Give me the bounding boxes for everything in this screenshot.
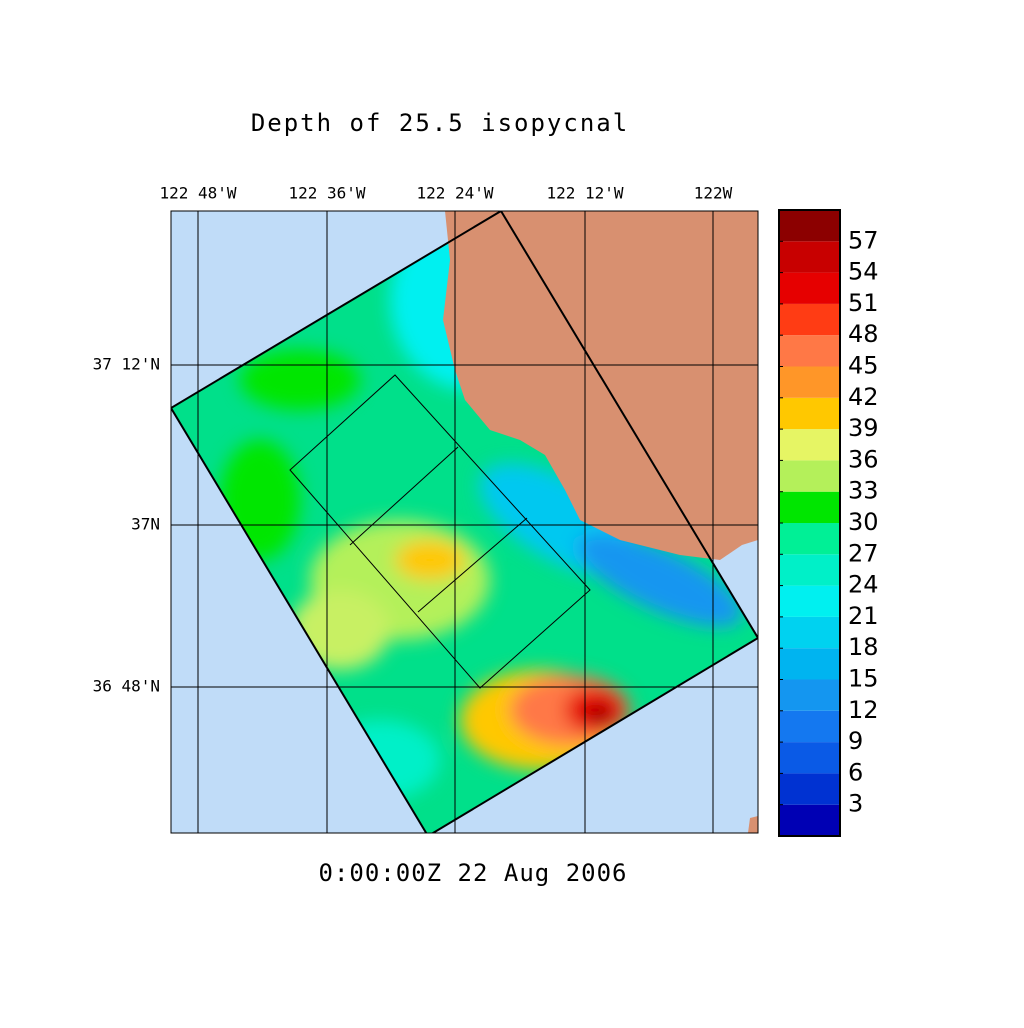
colorbar-label: 15	[848, 665, 879, 693]
colorbar-label: 27	[848, 539, 879, 567]
model-domain	[171, 211, 758, 833]
colorbar-label: 21	[848, 602, 879, 630]
colorbar-swatch	[779, 523, 840, 555]
colorbar-swatch	[779, 804, 840, 836]
colorbar-swatch	[779, 460, 840, 492]
colorbar-swatch	[779, 616, 840, 649]
colorbar-label: 36	[848, 445, 879, 473]
colorbar-swatch	[779, 272, 840, 304]
lon-label: 122 12'W	[546, 184, 623, 203]
colorbar-swatch	[779, 241, 840, 273]
colorbar-swatch	[779, 303, 840, 336]
colorbar-label: 24	[848, 571, 879, 599]
colorbar-swatch	[779, 210, 840, 242]
colorbar-label: 54	[848, 258, 879, 286]
colorbar-label: 39	[848, 414, 879, 442]
lat-label: 36 48'N	[93, 677, 160, 696]
colorbar-label: 45	[848, 352, 879, 380]
land	[748, 816, 758, 833]
lat-label: 37N	[131, 515, 160, 534]
colorbar-label: 33	[848, 477, 879, 505]
lon-label: 122 36'W	[288, 184, 365, 203]
lat-label: 37 12'N	[93, 355, 160, 374]
colorbar-label: 57	[848, 226, 879, 254]
colorbar-swatch	[779, 773, 840, 805]
timestamp: 0:00:00Z 22 Aug 2006	[319, 859, 628, 887]
colorbar-label: 18	[848, 633, 879, 661]
nested-grid	[289, 374, 591, 689]
colorbar-label: 6	[848, 758, 863, 786]
lon-label: 122W	[694, 184, 733, 203]
colorbar-label: 3	[848, 790, 863, 818]
colorbar-label: 51	[848, 289, 879, 317]
colorbar-swatch	[779, 648, 840, 680]
title: Depth of 25.5 isopycnal	[251, 109, 629, 137]
colorbar-swatch	[779, 679, 840, 711]
colorbar-swatch	[779, 366, 840, 398]
colorbar-swatch	[779, 742, 840, 774]
colorbar-swatch	[779, 554, 840, 586]
colorbar-swatch	[779, 429, 840, 461]
land	[443, 211, 758, 560]
map-area	[171, 211, 758, 833]
colorbar-swatch	[779, 335, 840, 367]
lon-label: 122 48'W	[159, 184, 236, 203]
colorbar-label: 48	[848, 320, 879, 348]
colorbar-swatch	[779, 491, 840, 523]
colorbar-swatch	[779, 585, 840, 617]
map-frame	[170, 210, 759, 834]
colorbar-swatch	[779, 710, 840, 743]
colorbar-swatch	[779, 397, 840, 430]
colorbar-label: 9	[848, 727, 863, 755]
colorbar-label: 30	[848, 508, 879, 536]
colorbar-label: 12	[848, 696, 879, 724]
lon-label: 122 24'W	[416, 184, 493, 203]
colorbar-label: 42	[848, 383, 879, 411]
